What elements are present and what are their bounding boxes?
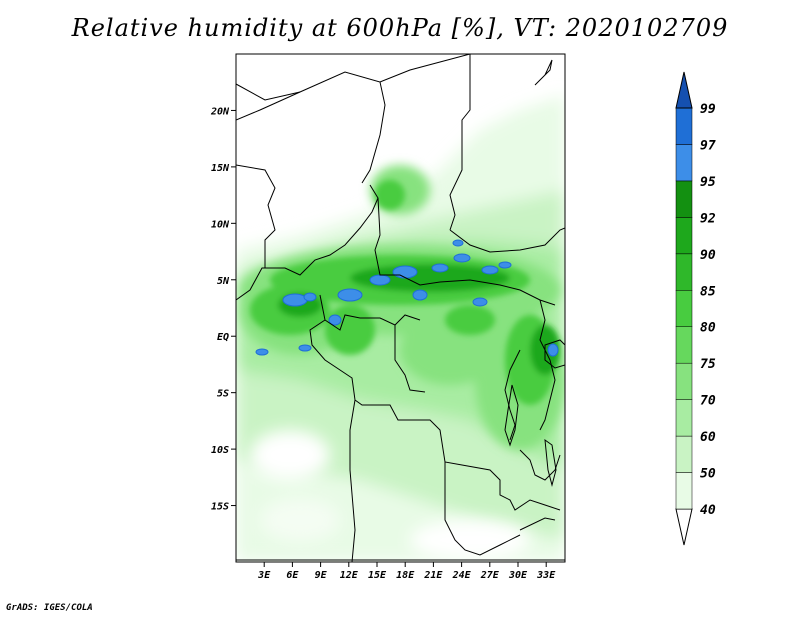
colorbar-label: 90: [700, 248, 716, 263]
colorbar-segment: [675, 253, 693, 291]
colorbar-high-arrow: [675, 71, 693, 109]
colorbar-segment: [675, 399, 693, 437]
lon-tick-label: 21E: [423, 570, 443, 581]
colorbar-segment: [675, 362, 693, 400]
colorbar-label: 95: [700, 175, 716, 190]
colorbar-label: 85: [700, 284, 716, 299]
colorbar-segment: [675, 180, 693, 218]
colorbar-label: 40: [700, 503, 716, 518]
lat-tick-label: EQ: [217, 332, 229, 343]
colorbar-segment: [675, 107, 693, 145]
lon-tick-label: 15E: [368, 570, 387, 581]
colorbar-label: 70: [700, 394, 716, 409]
lat-tick-label: 15N: [211, 163, 230, 174]
lat-tick-label: 10S: [211, 445, 229, 456]
colorbar-label: 50: [700, 467, 716, 482]
lat-tick-label: 10N: [211, 219, 230, 230]
colorbar: 40 50 60 70 75 80 85 90 92 95 97 99: [675, 71, 716, 546]
lon-tick-label: 12E: [340, 570, 359, 581]
country-borders: [236, 54, 565, 562]
lat-tick-label: 20N: [210, 106, 230, 117]
colorbar-label: 92: [700, 211, 716, 226]
longitude-ticks: 3E 6E 9E 12E 15E 18E 21E 24E 27E 30E 33E: [257, 562, 556, 581]
colorbar-label: 75: [700, 357, 716, 372]
lon-tick-label: 9E: [315, 570, 328, 581]
colorbar-segment: [675, 472, 693, 510]
colorbar-label: 97: [700, 138, 716, 153]
map-frame: [235, 53, 566, 563]
humidity-field: [236, 54, 565, 562]
colorbar-label: 80: [700, 321, 716, 336]
lon-tick-label: 27E: [480, 570, 500, 581]
lat-tick-label: 5N: [217, 276, 230, 287]
map-title: Relative humidity at 600hPa [%], VT: 202…: [71, 14, 729, 42]
colorbar-label: 99: [700, 102, 716, 117]
lon-tick-label: 3E: [257, 570, 271, 581]
colorbar-segment: [675, 435, 693, 473]
grads-credit: GrADS: IGES/COLA: [6, 603, 93, 613]
colorbar-segment: [675, 290, 693, 327]
colorbar-label: 60: [700, 430, 716, 445]
lon-tick-label: 33E: [536, 570, 556, 581]
lon-tick-label: 30E: [508, 570, 528, 581]
latitude-ticks: 20N 15N 10N 5N EQ 5S 10S 15S: [210, 106, 236, 513]
lon-tick-label: 24E: [452, 570, 472, 581]
colorbar-segment: [675, 144, 693, 182]
lat-tick-label: 5S: [217, 389, 229, 400]
lon-tick-label: 18E: [396, 570, 415, 581]
colorbar-segment: [675, 326, 693, 364]
colorbar-segment: [675, 217, 693, 255]
lat-tick-label: 15S: [211, 502, 229, 513]
lon-tick-label: 6E: [286, 570, 299, 581]
colorbar-low-arrow: [675, 508, 693, 546]
